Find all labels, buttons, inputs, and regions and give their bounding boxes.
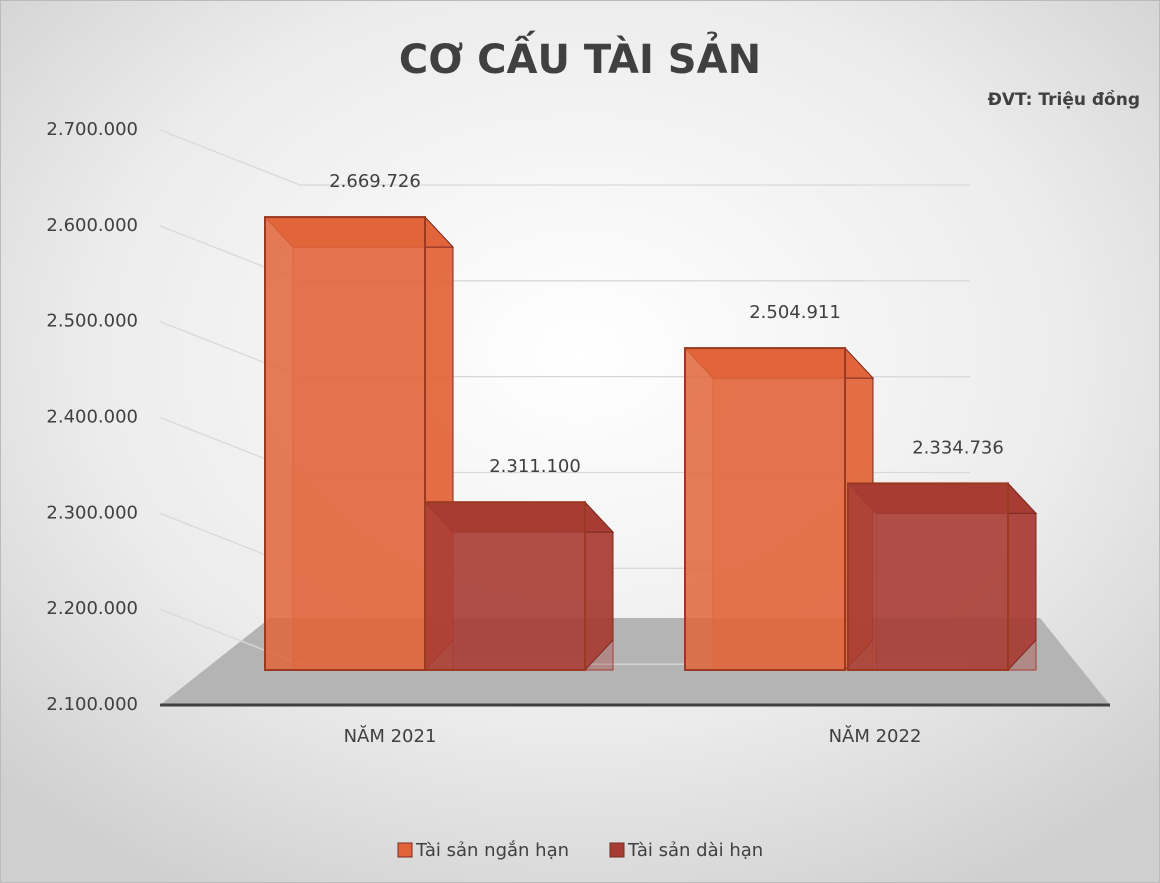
bar-front xyxy=(684,347,846,671)
legend-swatch xyxy=(397,842,413,858)
x-tick-label: NĂM 2021 xyxy=(344,725,437,747)
legend-label: Tài sản dài hạn xyxy=(627,840,763,861)
y-tick-label: 2.700.000 xyxy=(46,119,138,140)
data-label: 2.311.100 xyxy=(489,456,581,477)
y-tick-label: 2.300.000 xyxy=(46,502,138,523)
bar xyxy=(423,500,615,672)
grid-line xyxy=(159,129,970,186)
bar xyxy=(846,482,1038,672)
x-tick-label: NĂM 2022 xyxy=(829,725,922,747)
y-tick-label: 2.100.000 xyxy=(46,694,138,715)
legend-swatch xyxy=(609,842,625,858)
bar-front xyxy=(424,501,586,671)
y-tick-label: 2.600.000 xyxy=(46,215,138,236)
data-label: 2.504.911 xyxy=(749,302,841,323)
bar xyxy=(683,346,875,672)
bar-front xyxy=(847,482,1009,672)
data-label: 2.334.736 xyxy=(912,437,1004,458)
chart-title: CƠ CẤU TÀI SẢN xyxy=(399,29,761,83)
legend-label: Tài sản ngắn hạn xyxy=(415,840,569,861)
y-tick-label: 2.500.000 xyxy=(46,311,138,332)
bar-front xyxy=(264,216,426,671)
unit-note: ĐVT: Triệu đồng xyxy=(988,89,1140,110)
y-tick-label: 2.200.000 xyxy=(46,598,138,619)
y-tick-label: 2.400.000 xyxy=(46,407,138,428)
bar xyxy=(263,215,455,672)
data-label: 2.669.726 xyxy=(329,171,421,192)
